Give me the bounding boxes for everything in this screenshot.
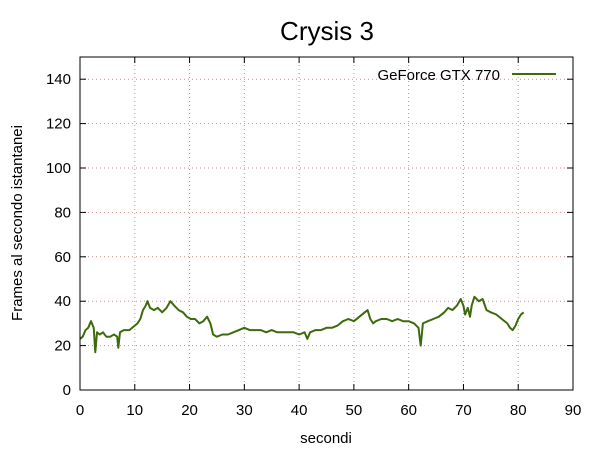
x-tick-label: 0: [76, 402, 84, 419]
y-tick-label: 100: [46, 160, 71, 177]
x-tick-label: 90: [565, 402, 582, 419]
x-tick-label: 40: [291, 402, 308, 419]
y-tick-label: 80: [54, 204, 71, 221]
plot-frame: [79, 56, 574, 391]
x-tick-label: 20: [181, 402, 198, 419]
y-tick-label: 40: [54, 293, 71, 310]
chart-title: Crysis 3: [280, 16, 374, 46]
series-group: [79, 295, 525, 354]
axis-ticks: [79, 57, 574, 391]
x-tick-label: 50: [346, 402, 363, 419]
y-tick-label: 20: [54, 338, 71, 355]
y-tick-label: 120: [46, 116, 71, 133]
y-tick-label: 0: [63, 382, 71, 399]
grid: [80, 57, 573, 390]
x-tick-label: 80: [510, 402, 527, 419]
x-tick-label: 60: [400, 402, 417, 419]
y-tick-label: 60: [54, 249, 71, 266]
tick-labels: 0 20 40 60 80 100 120 140 0 10 20 30 40 50 60 70 80 90: [46, 71, 581, 419]
series-line: [79, 295, 525, 354]
y-axis-label: Frames al secondo istantanei: [9, 125, 26, 321]
legend-label: GeForce GTX 770: [377, 67, 500, 84]
x-tick-label: 10: [126, 402, 143, 419]
x-tick-label: 30: [236, 402, 253, 419]
x-axis-label: secondi: [300, 430, 352, 447]
x-tick-label: 70: [455, 402, 472, 419]
legend: GeForce GTX 770: [377, 67, 556, 84]
y-tick-label: 140: [46, 71, 71, 88]
